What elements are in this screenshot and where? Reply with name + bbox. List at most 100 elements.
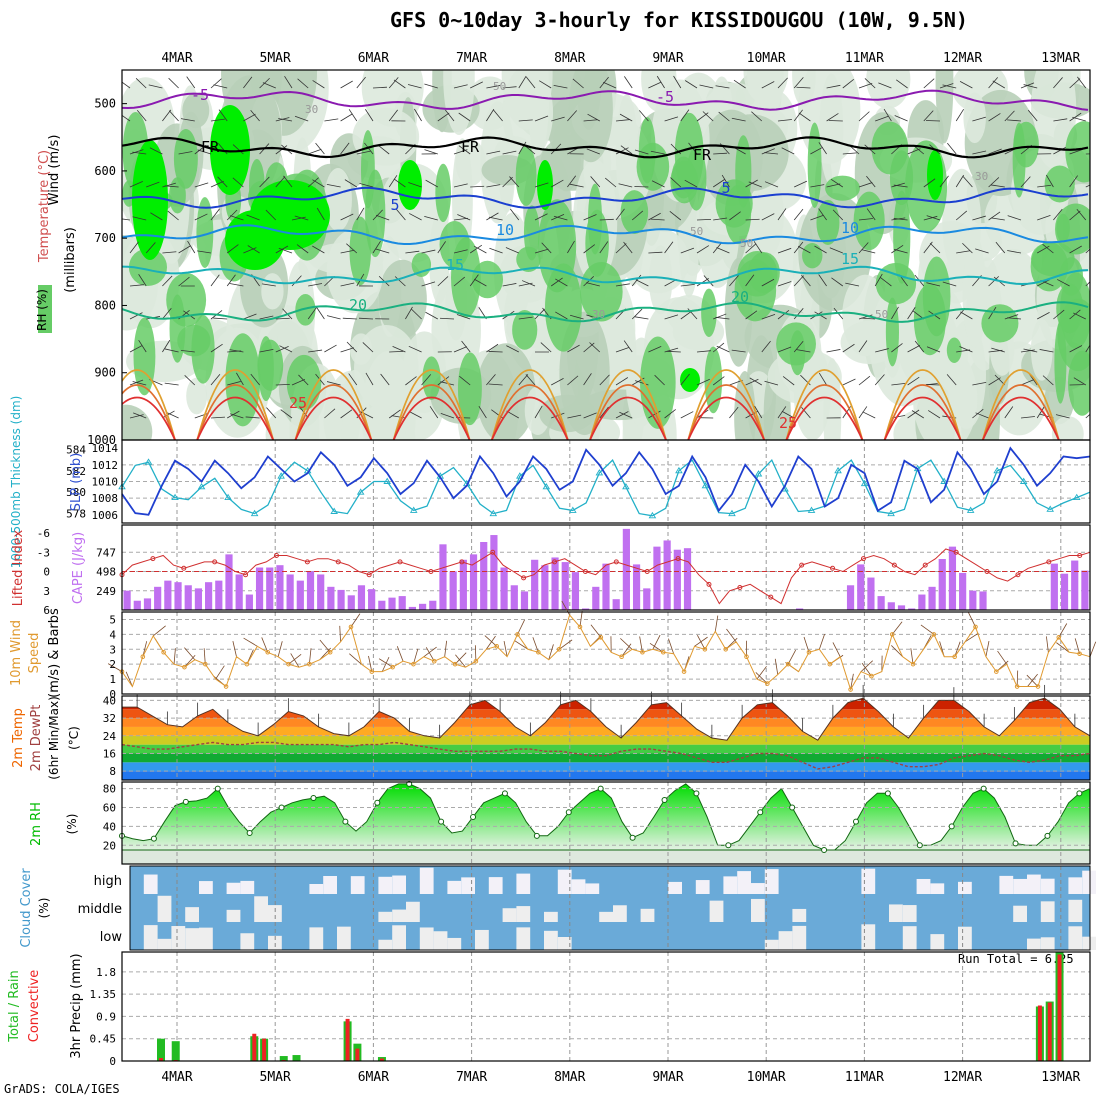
- rh-blob-green: [776, 322, 816, 366]
- isotherm-line: [122, 186, 1089, 209]
- cape-bar: [520, 591, 529, 610]
- cloud-gap: [157, 938, 172, 950]
- cape-bar: [439, 544, 447, 610]
- cloud-gap: [337, 926, 351, 950]
- wind10-barb: [891, 621, 903, 635]
- wind-barb: [226, 244, 239, 254]
- cloud-gap: [861, 924, 876, 950]
- cape-bar: [867, 577, 875, 610]
- cape-bar: [877, 596, 885, 610]
- wind-barb: [907, 307, 916, 320]
- wind-barb: [731, 349, 746, 353]
- rh-blob-green: [715, 179, 753, 228]
- wind-barb: [180, 349, 195, 353]
- isotherm-label: 20: [349, 296, 367, 314]
- warm-contour: [589, 384, 667, 440]
- wind-barb: [365, 109, 374, 122]
- wind10-point: [598, 635, 604, 640]
- wind-barb: [801, 406, 811, 419]
- top-date-label: 9MAR: [652, 51, 683, 66]
- wind-barb: [615, 208, 625, 221]
- wind-barb: [324, 344, 337, 353]
- wind-barb: [178, 276, 190, 287]
- pressure-tick-label: 700: [94, 231, 116, 245]
- cloud-gap: [226, 909, 241, 922]
- rh2m-point: [470, 813, 477, 820]
- wind-barb: [414, 108, 422, 122]
- wind-barb: [583, 276, 595, 287]
- wind-barb: [1027, 109, 1038, 122]
- rh-blob-green: [173, 128, 198, 189]
- cloud-gap: [902, 905, 917, 922]
- cape-bar: [1050, 563, 1058, 610]
- wind-barb: [377, 144, 390, 155]
- rh-blob-green: [516, 246, 541, 273]
- wind-barb: [210, 373, 221, 386]
- wind-barb: [1037, 184, 1052, 188]
- wind-barb: [781, 410, 795, 419]
- li-point: [273, 552, 279, 558]
- cape-bar: [255, 567, 264, 610]
- wind-barb: [129, 284, 144, 287]
- thickness-point: [144, 458, 153, 465]
- wind-barb: [488, 351, 503, 353]
- wind-barb: [988, 177, 1000, 188]
- wind-barb: [991, 347, 1005, 353]
- wind-barb: [424, 215, 438, 221]
- cape-bar: [154, 586, 162, 610]
- wind-barb: [914, 340, 925, 353]
- cloud-gap: [792, 908, 807, 922]
- temp-tick-label: 32: [103, 712, 116, 725]
- wind-barb: [246, 214, 260, 221]
- top-date-label: 6MAR: [358, 51, 389, 66]
- wind-barb: [164, 348, 179, 353]
- wind10-barb: [668, 638, 675, 654]
- wind-barb: [729, 406, 739, 419]
- wind10-series-line: [121, 613, 1091, 691]
- wind-barb: [988, 77, 999, 89]
- wind-barb: [342, 317, 357, 320]
- wind-barb: [793, 308, 804, 320]
- wind-barb: [634, 149, 649, 155]
- li-point: [799, 562, 805, 568]
- warm-contour: [589, 369, 667, 440]
- cape-bar: [857, 564, 865, 610]
- wind-barb: [262, 82, 276, 89]
- cape-bar: [612, 599, 620, 610]
- wind-barb: [194, 182, 209, 188]
- wind-barb: [569, 183, 584, 188]
- wind-barb: [534, 182, 549, 188]
- wind-barb: [210, 118, 225, 122]
- wind-barb: [761, 213, 775, 221]
- rh-blob-green: [701, 288, 717, 337]
- thickness-point: [807, 506, 816, 513]
- wind-barb: [818, 274, 827, 287]
- wind-barb: [394, 276, 406, 287]
- top-date-label: 10MAR: [747, 51, 786, 66]
- cloud-gap: [1013, 905, 1027, 922]
- cape-bar: [1071, 560, 1079, 610]
- wind-barb: [469, 244, 483, 254]
- warm-contour: [687, 384, 766, 440]
- wind-barb: [1037, 312, 1050, 320]
- wind10-tick-label: 4: [109, 628, 116, 641]
- cape-bar: [418, 603, 427, 610]
- wind-barb: [599, 374, 610, 386]
- wind10-tick-label: 0: [109, 688, 116, 701]
- wind-axis-label: Wind (m/s): [47, 135, 62, 206]
- wind-barb: [656, 75, 665, 89]
- wind-barb: [555, 278, 568, 287]
- cloud-gap: [709, 900, 724, 922]
- wind-barb: [162, 109, 172, 122]
- cape-bar: [368, 589, 376, 610]
- rh2m-point: [182, 798, 189, 805]
- wind-barb: [439, 317, 455, 320]
- warm-contour: [122, 384, 176, 440]
- wind10-point: [952, 654, 957, 660]
- wind-barb: [210, 78, 222, 89]
- wind-barb: [777, 208, 787, 221]
- wind-barb: [312, 245, 325, 254]
- bottom-date-label: 9MAR: [652, 1070, 683, 1085]
- wind-barb: [362, 342, 374, 353]
- wind-barb: [696, 218, 712, 221]
